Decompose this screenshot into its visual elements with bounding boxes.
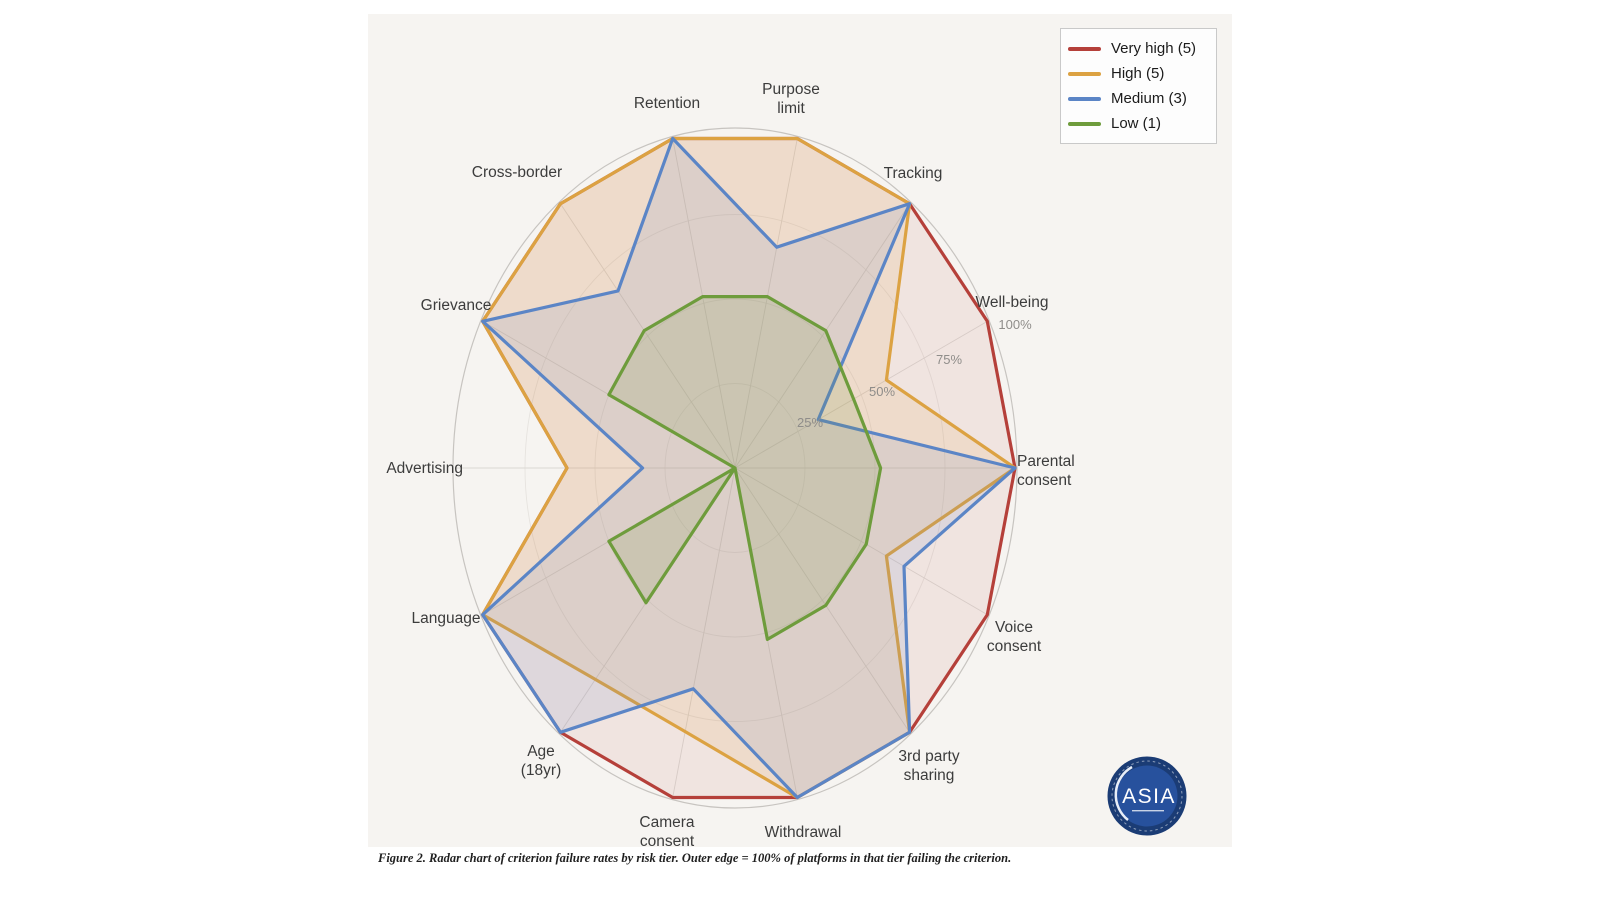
series-low-1- bbox=[607, 295, 883, 641]
axis-label-advertising: Advertising bbox=[386, 460, 463, 477]
asia-logo: ASIA bbox=[1107, 756, 1187, 836]
legend-label: Low (1) bbox=[1111, 115, 1162, 132]
grid-spoke bbox=[672, 138, 736, 469]
outer-circle bbox=[452, 127, 1018, 809]
radial-tick-label: 25% bbox=[797, 415, 823, 430]
logo-asia-text: ASIA bbox=[1122, 785, 1176, 808]
grid-spoke bbox=[734, 203, 910, 469]
legend-item-medium-3-: Medium (3) bbox=[1068, 91, 1212, 106]
axis-label-well-being: Well-being bbox=[976, 294, 1049, 311]
grid-spoke bbox=[734, 467, 910, 733]
radar-series bbox=[481, 136, 1017, 800]
legend-label: Medium (3) bbox=[1111, 90, 1187, 107]
axis-label-withdrawal: Withdrawal bbox=[765, 824, 842, 841]
legend-swatch-icon bbox=[1068, 46, 1101, 51]
axis-label-camera-consent: Camera consent bbox=[639, 814, 695, 850]
axis-label-grievance: Grievance bbox=[421, 297, 492, 314]
axis-label-cross-border: Cross-border bbox=[472, 164, 562, 181]
axis-label-parental-consent: Parental consent bbox=[1017, 453, 1075, 489]
radial-tick-labels: 25% 50% 75% 100% bbox=[797, 317, 1032, 430]
radial-tick-label: 50% bbox=[869, 384, 895, 399]
grid-spoke bbox=[734, 138, 798, 469]
series-medium-3- bbox=[481, 136, 1017, 800]
axis-labels: Parental consent Well-being Tracking Purpose… bbox=[386, 81, 1074, 850]
legend-swatch-icon bbox=[1068, 71, 1101, 76]
axis-label-language: Language bbox=[412, 610, 481, 627]
logo-subtitle-rule bbox=[1132, 810, 1164, 812]
legend-item-high-5-: High (5) bbox=[1068, 66, 1212, 81]
legend-swatch-icon bbox=[1068, 96, 1101, 101]
axis-label-purpose-limit: Purpose limit bbox=[762, 81, 820, 117]
axis-label-tracking: Tracking bbox=[884, 165, 943, 182]
grid-spoke bbox=[672, 467, 736, 798]
legend-label: Very high (5) bbox=[1111, 40, 1197, 57]
chart-legend: Very high (5) High (5) Medium (3) Low (1) bbox=[1060, 28, 1217, 144]
legend-swatch-icon bbox=[1068, 121, 1101, 126]
radial-tick-label: 75% bbox=[936, 352, 962, 367]
logo-crescent-icon bbox=[1114, 765, 1133, 821]
grid-spoke bbox=[734, 467, 988, 616]
legend-item-low-1-: Low (1) bbox=[1068, 116, 1212, 131]
axis-label-3rd-party-sharing: 3rd party sharing bbox=[898, 748, 959, 784]
figure-caption: Figure 2. Radar chart of criterion failu… bbox=[378, 851, 1012, 865]
axis-label-age-18yr-: Age (18yr) bbox=[521, 743, 561, 779]
radial-tick-label: 100% bbox=[998, 317, 1032, 332]
axis-label-voice-consent: Voice consent bbox=[987, 619, 1042, 655]
axis-label-retention: Retention bbox=[634, 95, 700, 112]
logo-dotted-ring bbox=[1111, 760, 1183, 832]
grid-spoke bbox=[734, 320, 988, 469]
legend-label: High (5) bbox=[1111, 65, 1165, 82]
legend-item-very-high-5-: Very high (5) bbox=[1068, 41, 1212, 56]
grid-spoke bbox=[560, 203, 736, 469]
